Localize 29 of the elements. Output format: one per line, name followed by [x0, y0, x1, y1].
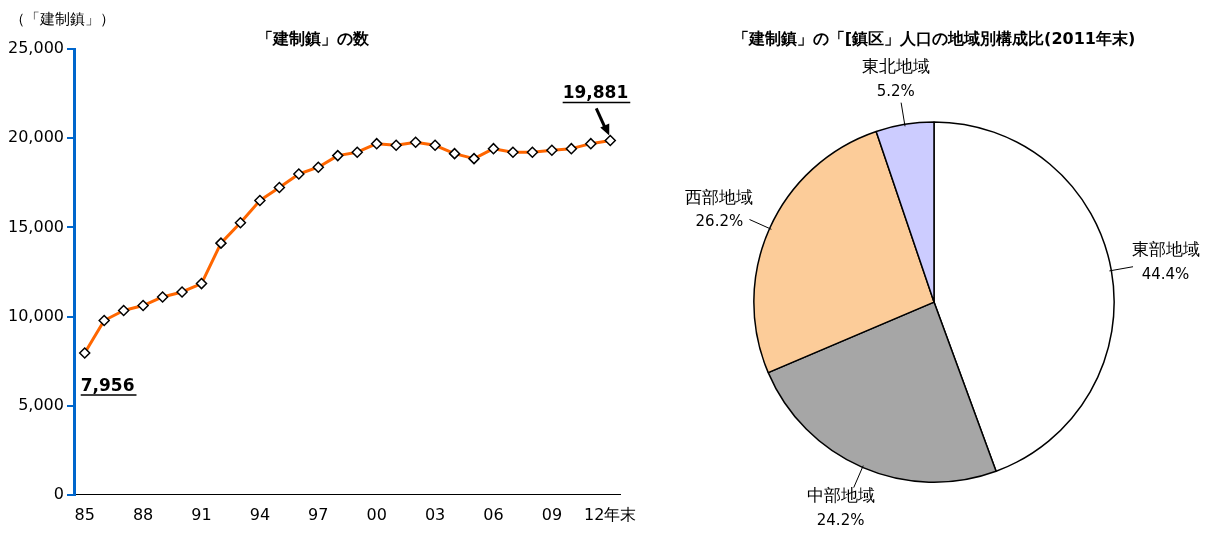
chart-title: 「建制鎮」の数 — [256, 28, 370, 48]
x-tick-label: 03 — [424, 504, 446, 524]
x-tick-label: 12年末 — [584, 504, 637, 524]
slice-label: 東北地域 — [861, 56, 930, 77]
y-tick-label: 0 — [53, 483, 64, 503]
y-tick-label: 5,000 — [18, 394, 64, 414]
y-tick-label: 20,000 — [8, 127, 64, 147]
y-tick-label: 15,000 — [8, 216, 64, 236]
y-tick-label: 25,000 — [8, 38, 64, 58]
slice-label: 東部地域 — [1131, 239, 1200, 260]
data-label: 26.2% — [695, 211, 744, 230]
y-axis-title: （「建制鎮」） — [10, 10, 115, 28]
y-tick-label: 10,000 — [8, 305, 64, 325]
x-tick-label: 97 — [308, 504, 329, 524]
slice-label: 西部地域 — [685, 186, 754, 207]
x-tick-label: 00 — [366, 504, 387, 524]
x-tick-label: 09 — [541, 504, 563, 524]
data-label: 24.2% — [816, 510, 865, 529]
x-tick-label: 94 — [249, 504, 271, 524]
data-label: 19,881 — [562, 82, 629, 103]
data-label: 44.4% — [1141, 264, 1190, 283]
chart-title: 「建制鎮」の「[鎮区」人口の地域別構成比(2011年末) — [732, 28, 1136, 48]
slice-label: 中部地域 — [806, 485, 875, 506]
x-tick-label: 88 — [132, 504, 154, 524]
data-label: 5.2% — [876, 81, 915, 100]
data-label: 7,956 — [80, 374, 135, 395]
x-tick-label: 85 — [74, 504, 95, 524]
x-tick-label: 91 — [191, 504, 212, 524]
x-tick-label: 06 — [483, 504, 504, 524]
